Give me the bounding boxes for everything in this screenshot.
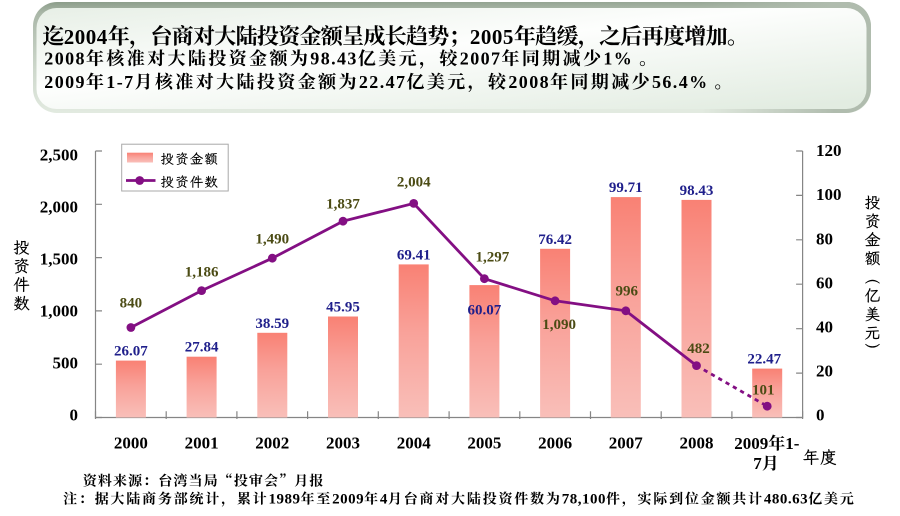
svg-text:480.63: 480.63 — [764, 492, 808, 508]
svg-text:22.47: 22.47 — [359, 72, 407, 92]
svg-text:22.47: 22.47 — [747, 352, 781, 368]
svg-text:56.4%: 56.4% — [652, 72, 709, 92]
svg-text:2,000: 2,000 — [40, 197, 78, 216]
svg-text:2009: 2009 — [332, 492, 364, 508]
svg-text:27.84: 27.84 — [185, 340, 219, 356]
svg-text:101: 101 — [752, 383, 775, 399]
svg-text:2008: 2008 — [680, 434, 714, 453]
svg-text:1-: 1- — [785, 434, 800, 453]
svg-text:1,490: 1,490 — [255, 232, 289, 248]
svg-text:2004: 2004 — [397, 434, 432, 453]
svg-text:2007: 2007 — [609, 434, 644, 453]
svg-text:98.43: 98.43 — [310, 49, 358, 69]
svg-text:20: 20 — [816, 362, 833, 381]
svg-text:2,500: 2,500 — [40, 145, 78, 164]
svg-text:2007: 2007 — [460, 49, 502, 69]
svg-text:2005: 2005 — [470, 25, 514, 49]
svg-text:500: 500 — [53, 354, 79, 373]
svg-text:1,090: 1,090 — [542, 317, 576, 333]
svg-text:996: 996 — [616, 283, 639, 299]
svg-text:2,004: 2,004 — [397, 174, 431, 190]
svg-text:2001: 2001 — [185, 434, 219, 453]
svg-text:120: 120 — [816, 141, 842, 160]
svg-text:78,100: 78,100 — [562, 492, 606, 508]
svg-text:2005: 2005 — [467, 434, 501, 453]
svg-text:2009: 2009 — [734, 434, 768, 453]
svg-text:76.42: 76.42 — [538, 232, 572, 248]
svg-text:1%: 1% — [603, 49, 633, 69]
svg-text:1989: 1989 — [269, 492, 301, 508]
svg-text:7: 7 — [753, 454, 762, 473]
svg-text:0: 0 — [70, 406, 79, 425]
svg-text:100: 100 — [816, 185, 842, 204]
svg-text:38.59: 38.59 — [255, 316, 289, 332]
svg-text:2009: 2009 — [44, 72, 86, 92]
svg-text:60: 60 — [816, 273, 833, 292]
svg-text:0: 0 — [816, 406, 825, 425]
svg-text:99.71: 99.71 — [609, 180, 643, 196]
svg-text:840: 840 — [120, 296, 143, 312]
svg-text:1,000: 1,000 — [40, 302, 78, 321]
svg-text:60.07: 60.07 — [468, 303, 502, 319]
svg-text:1,837: 1,837 — [326, 197, 360, 213]
svg-text:2000: 2000 — [114, 434, 148, 453]
svg-text:45.95: 45.95 — [326, 300, 360, 316]
svg-text:2002: 2002 — [255, 434, 289, 453]
svg-text:2008: 2008 — [44, 49, 86, 69]
svg-text:80: 80 — [816, 229, 833, 248]
svg-text:98.43: 98.43 — [680, 183, 714, 199]
svg-text:482: 482 — [687, 341, 710, 357]
svg-text:26.07: 26.07 — [114, 344, 148, 360]
svg-text:2004: 2004 — [64, 25, 108, 49]
svg-text:4: 4 — [380, 492, 388, 508]
svg-text:2006: 2006 — [538, 434, 572, 453]
svg-text:1-7: 1-7 — [106, 72, 134, 92]
svg-text:1,186: 1,186 — [185, 265, 219, 281]
svg-text:1,297: 1,297 — [476, 250, 510, 266]
svg-text:40: 40 — [816, 318, 833, 337]
svg-text:2003: 2003 — [326, 434, 360, 453]
svg-text:69.41: 69.41 — [397, 247, 431, 263]
svg-text:1,500: 1,500 — [40, 250, 78, 269]
svg-text:2008: 2008 — [508, 72, 550, 92]
